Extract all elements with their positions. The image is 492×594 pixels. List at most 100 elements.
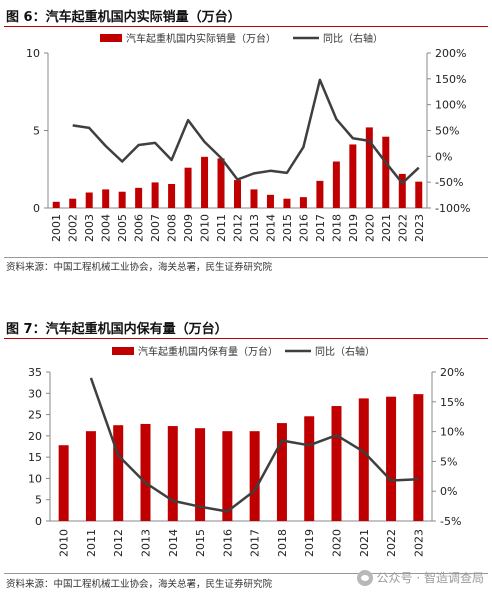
bar: [304, 416, 315, 521]
bar: [195, 428, 206, 521]
x-tick-label: 2001: [50, 214, 63, 242]
x-tick-label: 2013: [140, 529, 153, 557]
legend-line-label: 同比（右轴）: [315, 345, 375, 358]
bar: [415, 181, 423, 208]
bar: [266, 194, 274, 208]
left-tick-label: 25: [28, 409, 42, 422]
figure-7-bottom-rule: [4, 573, 488, 574]
bar: [184, 167, 192, 208]
bar: [85, 192, 93, 208]
x-tick-label: 2008: [166, 214, 179, 242]
x-tick-label: 2004: [100, 214, 113, 242]
left-tick-label: 35: [28, 366, 42, 379]
figure-6-source: 资料来源：中国工程机械工业协会，海关总署，民生证券研究院: [6, 262, 273, 273]
yoy-line: [72, 78, 420, 185]
x-tick-label: 2010: [199, 214, 212, 242]
right-tick-label: 5%: [440, 455, 457, 468]
legend-bar-swatch: [100, 34, 122, 42]
x-tick-label: 2012: [232, 214, 245, 242]
right-tick-label: 0%: [440, 485, 457, 498]
x-tick-label: 2021: [380, 214, 393, 242]
x-tick-label: 2014: [167, 529, 180, 557]
figure-6-title-rule: [4, 26, 488, 27]
bar: [283, 198, 291, 208]
x-tick-label: 2019: [347, 214, 360, 242]
x-tick-label: 2003: [83, 214, 96, 242]
x-tick-label: 2006: [133, 214, 146, 242]
x-tick-label: 2012: [112, 529, 125, 557]
right-tick-label: 150%: [435, 73, 466, 86]
bar: [382, 136, 390, 208]
x-tick-label: 2020: [363, 214, 376, 242]
x-tick-label: 2010: [58, 529, 71, 557]
legend-bar-swatch: [112, 347, 134, 355]
bar: [299, 197, 307, 208]
right-tick-label: -50%: [435, 176, 463, 189]
legend-bar-label: 汽车起重机国内保有量（万台）: [138, 345, 278, 358]
x-tick-label: 2007: [149, 214, 162, 242]
left-tick-label: 5: [35, 494, 42, 507]
left-tick-label: 5: [33, 125, 40, 138]
bar: [413, 394, 424, 521]
legend-line-label: 同比（右轴）: [323, 32, 383, 45]
bar: [316, 180, 324, 208]
bar: [358, 398, 369, 521]
bar: [118, 191, 126, 208]
x-tick-label: 2009: [182, 214, 195, 242]
right-tick-label: -5%: [440, 515, 461, 528]
right-tick-label: 15%: [440, 396, 464, 409]
bar: [102, 189, 110, 208]
right-tick-label: 0%: [435, 150, 452, 163]
left-tick-label: 10: [28, 472, 42, 485]
bar: [167, 426, 178, 521]
right-tick-label: -100%: [435, 202, 470, 215]
left-tick-label: 30: [28, 387, 42, 400]
bar: [386, 396, 397, 521]
x-tick-label: 2015: [281, 214, 294, 242]
figure-7-title: 图 7：汽车起重机国内保有量（万台）: [6, 322, 228, 337]
x-tick-label: 2018: [276, 529, 289, 557]
right-tick-label: 200%: [435, 47, 466, 60]
bar: [85, 431, 96, 521]
inventory-chart: 0 5 10 15 20 25 30 35 -5% 0% 5% 10% 15% 20% 2010 2011 20…: [28, 345, 464, 557]
x-tick-label: 2015: [194, 529, 207, 557]
figure-7-title-rule: [4, 338, 488, 339]
x-tick-label: 2021: [358, 529, 371, 557]
figure-6-bottom-rule: [4, 257, 488, 258]
left-tick-label: 20: [28, 430, 42, 443]
bar: [151, 182, 159, 208]
bar: [250, 189, 258, 208]
bar: [398, 173, 406, 208]
figure-6-title: 图 6：汽车起重机国内实际销量（万台）: [6, 10, 241, 25]
x-tick-label: 2018: [330, 214, 343, 242]
x-tick-label: 2023: [412, 529, 425, 557]
x-tick-label: 2016: [221, 529, 234, 557]
x-tick-label: 2016: [297, 214, 310, 242]
x-tick-label: 2017: [314, 214, 327, 242]
bar: [332, 161, 340, 208]
bar: [234, 180, 241, 208]
x-tick-label: 2020: [331, 529, 344, 557]
right-tick-label: 10%: [440, 426, 464, 439]
x-tick-label: 2011: [85, 529, 98, 557]
watermark: 公众号 · 智造调查局: [356, 569, 484, 586]
x-tick-label: 2005: [116, 214, 129, 242]
x-tick-label: 2013: [248, 214, 261, 242]
bar: [365, 127, 373, 208]
bar: [168, 183, 176, 208]
x-tick-label: 2019: [303, 529, 316, 557]
left-tick-label: 10: [26, 47, 40, 60]
left-tick-label: 15: [28, 451, 42, 464]
right-tick-label: 20%: [440, 366, 464, 379]
bar: [201, 156, 209, 208]
bar: [113, 425, 124, 521]
x-tick-label: 2002: [67, 214, 80, 242]
x-tick-label: 2022: [385, 529, 398, 557]
x-tick-label: 2023: [413, 214, 426, 242]
bar: [52, 201, 60, 208]
bar: [222, 431, 233, 521]
right-tick-label: 50%: [435, 125, 459, 138]
bar: [140, 423, 151, 521]
bar: [276, 423, 287, 521]
